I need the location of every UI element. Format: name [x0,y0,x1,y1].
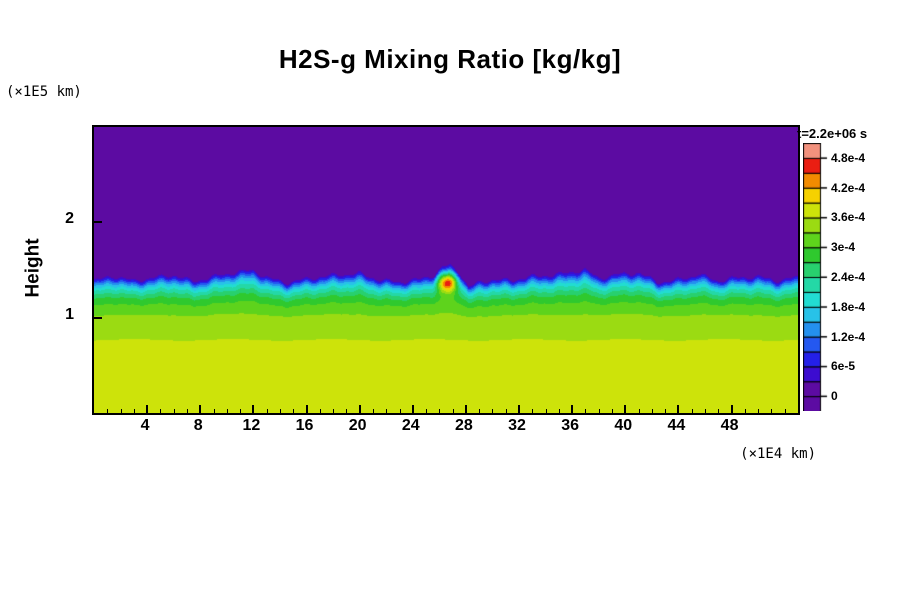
x-tick-label: 16 [295,417,314,434]
colorbar-time-label: t=2.2e+06 s [797,126,868,141]
x-tick-label: 24 [401,417,420,434]
colorbar-tick-label: 1.8e-4 [831,299,866,314]
x-tick-label: 44 [667,417,686,434]
x-tick-label: 8 [193,417,203,434]
y-axis-label: Height [23,238,45,298]
colorbar-tick-label: 2.4e-4 [831,270,866,284]
colorbar-labels: 0 6e-5 1.2e-4 1.8e-4 2.4e-4 3e-4 3.6e-4 4.2e-4 4… [831,143,891,411]
page-title: H2S-g Mixing Ratio [kg/kg] [278,44,622,74]
colorbar-tick-label: 1.2e-4 [831,329,866,344]
x-tick-label: 40 [614,417,633,434]
y-tick-label: 1 [65,305,74,323]
colorbar-tick-label: 3.6e-4 [831,210,866,225]
x-tick-label: 28 [455,417,473,434]
colorbar-tick-label: 6e-5 [831,359,856,374]
colorbar-tick-label: 4.8e-4 [831,150,866,165]
x-tick-label: 48 [720,417,739,434]
x-tick-label: 12 [242,417,261,434]
colorbar-tick-label: 3e-4 [831,240,856,255]
x-tick-label: 4 [140,417,150,434]
x-tick-label: 32 [508,417,526,434]
x-tick-labels: 4 8 12 16 20 24 28 32 36 40 44 48 [92,417,796,439]
heatmap-plot [92,125,800,415]
y-unit-label: (×1E5 km) [6,84,82,100]
x-tick-label: 20 [348,417,367,434]
heatmap-canvas [94,127,798,413]
colorbar-tick-label: 4.2e-4 [831,180,866,195]
colorbar-tick-label: 0 [831,389,838,404]
y-axis-label-wrap: Height [20,125,48,411]
colorbar-canvas [803,143,829,411]
y-tick-label: 2 [65,210,74,228]
x-tick-label: 36 [561,417,580,434]
x-unit-label: (×1E4 km) [740,446,816,462]
